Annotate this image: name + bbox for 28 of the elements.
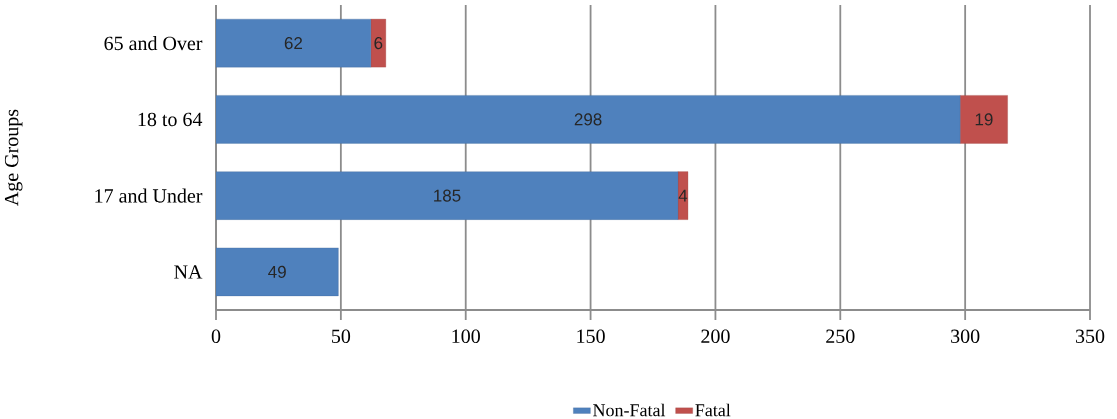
x-tick-label: 200 bbox=[701, 329, 730, 344]
data-label: 62 bbox=[284, 37, 303, 50]
x-tick-label: 250 bbox=[826, 329, 855, 344]
x-tick-label: 0 bbox=[211, 329, 221, 344]
data-label: 298 bbox=[574, 113, 602, 126]
data-label: 19 bbox=[975, 113, 993, 126]
bar bbox=[216, 171, 679, 220]
bar bbox=[960, 95, 1008, 144]
data-label: 185 bbox=[434, 189, 461, 202]
x-tick-label: 50 bbox=[332, 329, 351, 344]
data-label: 6 bbox=[374, 37, 383, 50]
y-tick-label: 18 to 64 bbox=[138, 112, 203, 127]
y-tick-label: 17 and Under bbox=[95, 188, 203, 203]
bar bbox=[216, 247, 339, 297]
y-axis-title: Age Groups bbox=[4, 109, 23, 206]
legend-label: Fatal bbox=[695, 403, 731, 417]
y-tick-label: 65 and Over bbox=[104, 36, 203, 51]
bar bbox=[370, 18, 386, 68]
y-tick-label: NA bbox=[174, 265, 203, 279]
x-tick-label: 150 bbox=[577, 329, 605, 344]
data-label: 49 bbox=[268, 265, 286, 278]
x-tick-label: 350 bbox=[1075, 329, 1105, 344]
bar bbox=[216, 95, 961, 144]
legend-label: Non-Fatal bbox=[593, 403, 666, 417]
x-tick-label: 100 bbox=[452, 329, 480, 344]
bar bbox=[216, 18, 371, 68]
x-tick-label: 300 bbox=[951, 329, 980, 344]
data-label: 4 bbox=[678, 189, 688, 202]
